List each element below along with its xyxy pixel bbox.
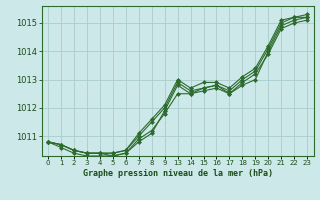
X-axis label: Graphe pression niveau de la mer (hPa): Graphe pression niveau de la mer (hPa)	[83, 169, 273, 178]
